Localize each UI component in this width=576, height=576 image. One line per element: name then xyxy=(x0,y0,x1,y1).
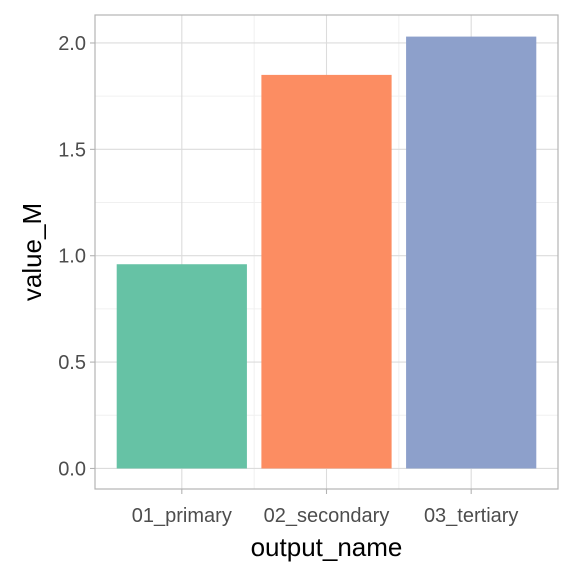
y-axis-ticks: 0.0 0.5 1.0 1.5 2.0 xyxy=(58,33,95,480)
bars xyxy=(116,36,537,469)
bar-02_secondary xyxy=(261,74,392,469)
y-axis-title: value_M xyxy=(17,203,47,301)
bar-03_tertiary xyxy=(406,36,537,469)
y-tick-label: 2.0 xyxy=(58,33,86,55)
y-tick-label: 0.5 xyxy=(58,352,86,374)
y-tick-label: 1.5 xyxy=(58,139,86,161)
bar-01_primary xyxy=(116,264,247,469)
y-tick-label: 0.0 xyxy=(58,458,86,480)
x-tick-label: 03_tertiary xyxy=(424,505,519,527)
x-tick-label: 01_primary xyxy=(132,505,232,527)
x-axis-title: output_name xyxy=(251,532,403,562)
y-tick-label: 1.0 xyxy=(58,246,86,268)
x-tick-label: 02_secondary xyxy=(264,505,390,527)
x-axis-ticks: 01_primary 02_secondary 03_tertiary xyxy=(132,489,519,527)
